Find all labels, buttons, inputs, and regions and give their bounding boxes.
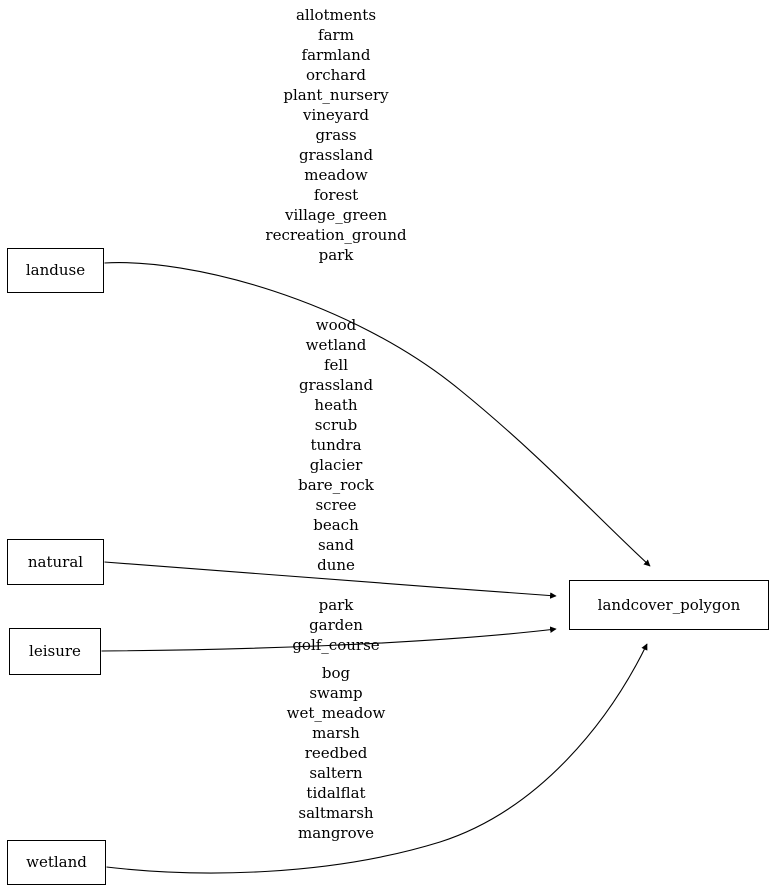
edge-label-value: golf_course [292, 636, 380, 654]
edge-label-value: marsh [312, 724, 360, 742]
edge-label-value: reedbed [304, 744, 368, 762]
edge-label-value: wood [315, 316, 357, 334]
edge-label-value: vineyard [303, 106, 369, 124]
edge-label-group-leisure: park garden golf_course [176, 595, 496, 655]
edge-label-value: bare_rock [298, 476, 374, 494]
node-natural-label: natural [27, 552, 84, 571]
edge-label-group-natural: wood wetland fell grassland heath scrub tundra… [176, 315, 496, 575]
edge-label-value: grassland [298, 376, 374, 394]
node-natural[interactable]: natural [7, 539, 104, 585]
edge-label-value: allotments [295, 6, 377, 24]
edge-label-value: tundra [310, 436, 362, 454]
edge-label-value: swamp [309, 684, 363, 702]
edge-label-value: forest [313, 186, 359, 204]
edge-label-value: scree [315, 496, 357, 514]
edge-label-value: saltmarsh [298, 804, 374, 822]
node-landuse-label: landuse [25, 261, 86, 279]
edge-label-value: plant_nursery [283, 86, 389, 104]
edge-label-value: sand [318, 536, 354, 554]
edge-label-value: wet_meadow [286, 704, 386, 722]
edge-label-value: fell [323, 356, 349, 374]
edge-label-value: grassland [298, 146, 374, 164]
edge-label-value: bog [321, 664, 351, 682]
edge-label-value: mangrove [298, 824, 374, 842]
edge-label-value: recreation_ground [265, 226, 407, 244]
node-leisure-label: leisure [29, 642, 81, 660]
edge-label-value: meadow [304, 166, 368, 184]
edge-label-value: village_green [285, 206, 387, 224]
edge-label-value: park [318, 596, 354, 614]
edge-label-group-landuse: allotments farm farmland orchard plant_nurse… [176, 5, 496, 265]
node-landcover-polygon[interactable]: landcover_polygon [569, 580, 769, 630]
node-wetland-label: wetland [26, 853, 87, 871]
edge-label-value: garden [309, 616, 363, 634]
node-wetland[interactable]: wetland [7, 840, 106, 885]
edge-leisure-to-landcover-polygon [101, 626, 557, 652]
node-landcover-polygon-label: landcover_polygon [597, 595, 741, 614]
edge-label-value: saltern [309, 764, 363, 782]
edge-label-value: scrub [314, 416, 358, 434]
edge-label-value: wetland [305, 336, 367, 354]
edge-natural-to-landcover-polygon [104, 561, 557, 599]
edge-label-value: dune [317, 556, 355, 574]
edge-label-value: glacier [309, 456, 363, 474]
edge-label-value: grass [315, 126, 357, 144]
edge-label-value: farm [318, 26, 354, 44]
edge-label-value: farmland [301, 46, 371, 64]
edge-landuse-to-landcover-polygon [104, 262, 651, 567]
edge-label-value: beach [313, 516, 359, 534]
edge-wetland-to-landcover-polygon [106, 643, 648, 874]
edge-label-value: park [318, 246, 354, 264]
node-landuse[interactable]: landuse [7, 248, 104, 293]
edge-label-value: tidalflat [306, 784, 366, 802]
edge-label-value: heath [314, 396, 358, 414]
node-leisure[interactable]: leisure [9, 628, 101, 675]
edge-label-value: orchard [306, 66, 366, 84]
